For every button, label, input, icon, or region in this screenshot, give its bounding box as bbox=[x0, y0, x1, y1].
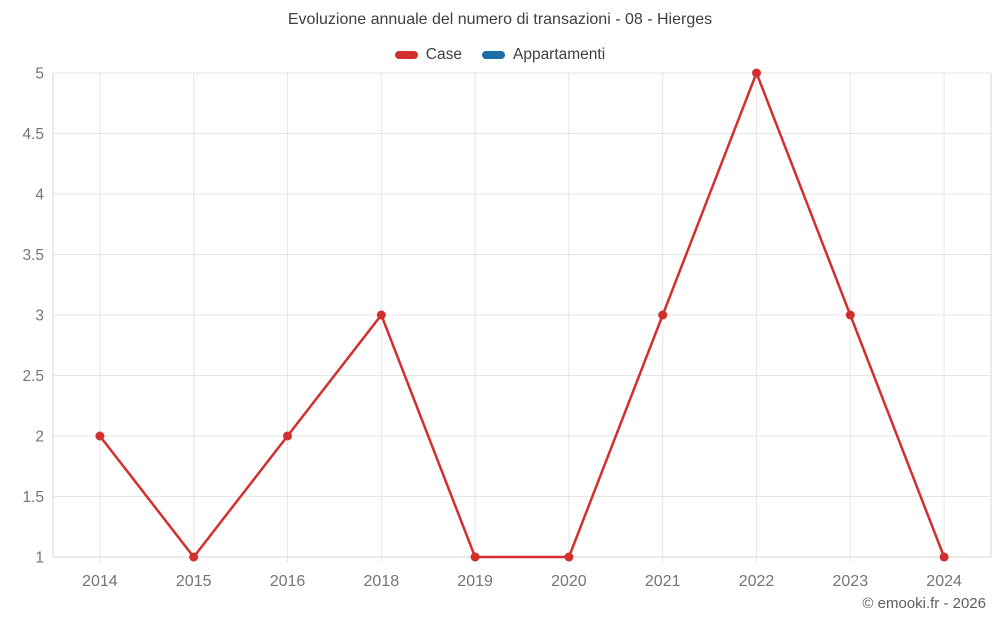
legend: Case Appartamenti bbox=[0, 46, 1000, 64]
y-tick-label: 1 bbox=[35, 550, 44, 567]
x-tick-label: 2023 bbox=[833, 573, 869, 590]
legend-swatch-appartamenti-icon bbox=[481, 51, 505, 59]
x-tick-label: 2016 bbox=[270, 573, 306, 590]
legend-swatch-case-icon bbox=[394, 51, 418, 59]
data-point-case-2016[interactable] bbox=[283, 431, 292, 441]
x-tick-label: 2019 bbox=[457, 573, 493, 590]
data-point-case-2014[interactable] bbox=[95, 431, 105, 441]
x-tick-label: 2021 bbox=[645, 573, 681, 590]
data-point-case-2021[interactable] bbox=[658, 310, 668, 320]
legend-label-case: Case bbox=[425, 46, 462, 63]
legend-item-appartamenti[interactable]: Appartamenti bbox=[481, 46, 606, 64]
data-point-case-2019[interactable] bbox=[470, 552, 480, 562]
y-tick-label: 3.5 bbox=[22, 247, 44, 264]
x-tick-label: 2020 bbox=[551, 573, 587, 590]
copyright-credit: © emooki.fr - 2026 bbox=[862, 595, 986, 612]
y-tick-label: 2 bbox=[35, 429, 44, 446]
y-tick-label: 4 bbox=[35, 187, 44, 204]
chart-title: Evoluzione annuale del numero di transaz… bbox=[287, 11, 713, 28]
x-tick-label: 2018 bbox=[364, 573, 400, 590]
data-point-case-2024[interactable] bbox=[939, 552, 949, 562]
legend-label-appartamenti: Appartamenti bbox=[512, 46, 606, 63]
data-point-case-2020[interactable] bbox=[564, 552, 574, 562]
data-point-case-2015[interactable] bbox=[189, 552, 199, 562]
y-tick-label: 1.5 bbox=[22, 489, 44, 506]
y-tick-label: 2.5 bbox=[22, 368, 44, 385]
x-tick-label: 2014 bbox=[82, 573, 118, 590]
data-point-case-2018[interactable] bbox=[376, 310, 386, 320]
series-line-case bbox=[98, 71, 946, 559]
data-point-case-2023[interactable] bbox=[845, 310, 855, 320]
legend-item-case[interactable]: Case bbox=[394, 46, 462, 64]
y-tick-label: 5 bbox=[35, 66, 44, 83]
x-tick-label: 2022 bbox=[739, 573, 775, 590]
x-tick-label: 2024 bbox=[926, 573, 962, 590]
x-tick-label: 2015 bbox=[176, 573, 212, 590]
y-tick-label: 4.5 bbox=[22, 126, 44, 143]
y-tick-label: 3 bbox=[35, 308, 44, 325]
data-point-case-2022[interactable] bbox=[752, 68, 761, 78]
